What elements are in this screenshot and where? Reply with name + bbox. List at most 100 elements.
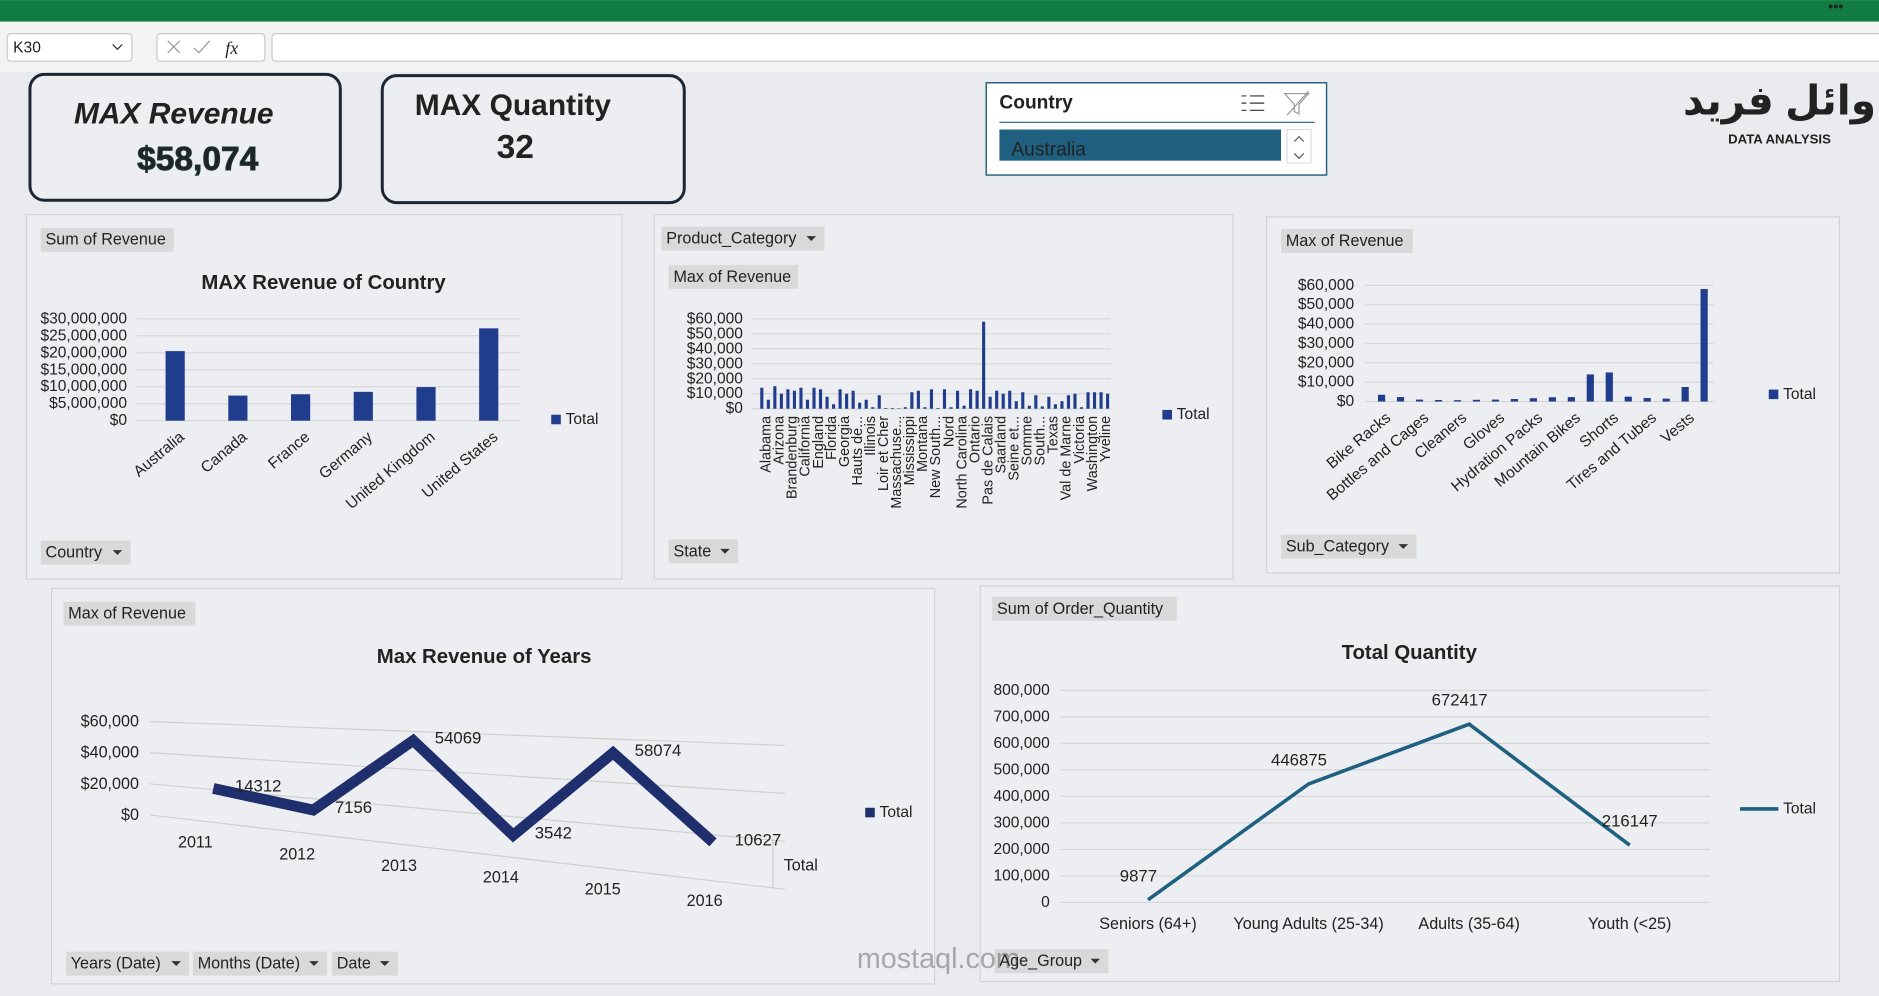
cancel-icon[interactable]	[167, 40, 181, 54]
x-tick-label: Young Adults (25-34)	[1233, 915, 1383, 933]
chart-title: Max Revenue of Years	[377, 646, 592, 668]
y-tick-label: $25,000,000	[40, 327, 127, 344]
field-button[interactable]	[40, 227, 174, 252]
bar	[1092, 392, 1097, 409]
data-label: 672417	[1432, 691, 1488, 710]
chart-panel	[50, 587, 936, 985]
enter-icon[interactable]	[193, 40, 211, 54]
dropdown-arrow	[806, 236, 817, 241]
multi-select-icon[interactable]	[1241, 95, 1265, 111]
bar	[969, 389, 973, 409]
x-tick-label: Washington	[1085, 416, 1101, 491]
slicer-title: Country	[999, 93, 1073, 114]
y-tick-label: $50,000	[687, 325, 744, 342]
bar	[228, 395, 248, 421]
line-ribbon	[212, 733, 717, 847]
data-label: 3542	[535, 823, 572, 842]
slicer-item[interactable]	[999, 129, 1282, 161]
more-dots: •••	[1828, 0, 1843, 15]
field-button[interactable]	[331, 951, 398, 976]
bar	[962, 405, 966, 409]
y-tick-label: $30,000	[1298, 335, 1355, 352]
legend-label: Total	[880, 804, 913, 821]
bar	[884, 407, 888, 409]
bar	[1047, 396, 1051, 409]
x-tick-label: Seniors (64+)	[1099, 915, 1196, 933]
field-button-text: State	[673, 542, 711, 560]
field-button-text: Product_Category	[666, 230, 797, 248]
bar	[851, 390, 855, 409]
bar	[1529, 398, 1537, 402]
bar	[890, 407, 894, 409]
x-tick-label: 2016	[687, 892, 723, 910]
legend-swatch	[865, 807, 875, 818]
clear-filter-icon[interactable]	[1283, 90, 1310, 116]
field-button-text: Sum of Revenue	[46, 231, 166, 249]
field-button[interactable]	[192, 951, 328, 976]
field-button-text: Sub_Category	[1286, 538, 1390, 556]
kpi-label: MAX Quantity	[415, 89, 612, 122]
data-label: 54069	[435, 729, 482, 748]
bar	[1001, 393, 1005, 409]
field-button[interactable]	[992, 596, 1177, 621]
bar	[1106, 393, 1110, 409]
field-button[interactable]	[65, 951, 190, 976]
bar	[766, 399, 770, 409]
chart-panel	[979, 585, 1841, 983]
bar	[479, 328, 499, 421]
bar	[1073, 393, 1077, 409]
x-tick-label: Adults (35-64)	[1418, 915, 1519, 933]
field-button[interactable]	[40, 540, 131, 565]
x-tick-label: 2015	[585, 880, 621, 898]
fx-icon[interactable]: fx	[225, 38, 238, 58]
data-label: 216147	[1602, 812, 1658, 831]
bar	[779, 393, 783, 409]
bar	[1027, 405, 1031, 409]
y-tick-label: $40,000	[687, 340, 744, 357]
name-box[interactable]	[6, 33, 133, 62]
bar	[290, 394, 311, 421]
x-tick-label: Georgia	[837, 416, 853, 467]
bar	[995, 390, 999, 409]
legend-label: Total	[1783, 386, 1816, 403]
x-tick-label: Montana	[915, 416, 931, 472]
ribbon-bar	[0, 0, 1879, 22]
bar	[1586, 374, 1594, 402]
bar	[877, 395, 881, 409]
x-tick-label: Hauts de...	[850, 416, 866, 486]
legend-swatch	[1768, 389, 1779, 400]
y-tick-label: $0	[121, 806, 139, 824]
y-tick-label: $10,000,000	[40, 378, 127, 395]
y-tick-label: $10,000	[1298, 374, 1355, 391]
field-button-text: Max of Revenue	[68, 605, 186, 623]
bar	[825, 396, 829, 409]
x-tick-label: 2014	[483, 869, 519, 887]
field-button-text: Age_Group	[999, 952, 1082, 970]
y-tick-label: $60,000	[687, 310, 744, 327]
field-button[interactable]	[1281, 534, 1417, 559]
logo-text: وائل فريد	[1683, 78, 1876, 125]
bar	[1472, 399, 1481, 402]
legend-label: Total	[1783, 800, 1816, 817]
field-button[interactable]	[668, 264, 799, 289]
legend-swatch	[551, 414, 561, 425]
kpi-card	[380, 74, 686, 205]
bar	[871, 407, 875, 409]
bar	[916, 390, 920, 409]
bar	[1567, 397, 1575, 402]
x-tick-label: Mississippi	[902, 416, 918, 486]
bar	[929, 389, 934, 409]
field-button[interactable]	[661, 226, 825, 251]
field-button[interactable]	[994, 949, 1109, 974]
field-button[interactable]	[668, 539, 739, 564]
bar	[786, 389, 790, 409]
formula-input[interactable]	[271, 33, 1879, 62]
y-tick-label: 600,000	[993, 735, 1050, 752]
dropdown-arrow	[379, 961, 390, 966]
slicer-scroll[interactable]	[1286, 128, 1312, 164]
y-tick-label: $10,000	[687, 385, 744, 402]
field-button[interactable]	[1281, 228, 1413, 253]
y-tick-label: 500,000	[993, 761, 1050, 778]
field-button[interactable]	[63, 601, 196, 626]
